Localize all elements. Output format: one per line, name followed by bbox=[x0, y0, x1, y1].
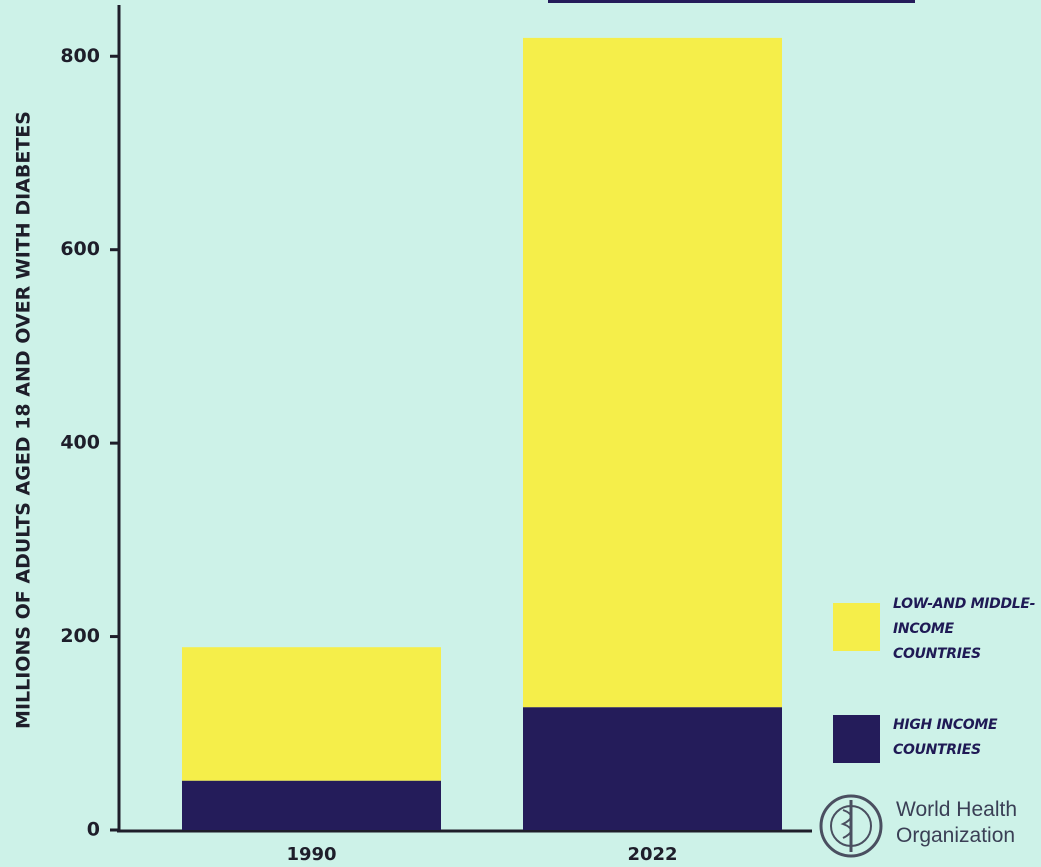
bar-segment bbox=[182, 780, 441, 830]
bar-segment bbox=[523, 707, 782, 830]
logo-text: World Health Organization bbox=[896, 798, 1017, 847]
y-tick-label: 800 bbox=[60, 45, 100, 67]
x-tick-label: 2022 bbox=[627, 844, 677, 865]
y-tick-label: 200 bbox=[60, 625, 100, 647]
who-logo bbox=[819, 794, 883, 858]
legend-label: HIGH INCOME COUNTRIES bbox=[893, 717, 998, 758]
y-tick-label: 0 bbox=[87, 819, 100, 841]
legend-label: LOW-AND MIDDLE-INCOME COUNTRIES bbox=[893, 596, 1036, 662]
x-tick-label: 1990 bbox=[286, 844, 336, 865]
legend-swatch bbox=[833, 715, 880, 763]
y-tick-label: 400 bbox=[60, 432, 100, 454]
decoration bbox=[548, 0, 915, 3]
y-axis-title: MILLIONS OF ADULTS AGED 18 AND OVER WITH… bbox=[13, 111, 35, 729]
legend-swatch bbox=[833, 603, 880, 651]
bar-segment bbox=[523, 37, 782, 708]
y-tick-label: 600 bbox=[60, 238, 100, 260]
bar-segment bbox=[182, 647, 441, 781]
